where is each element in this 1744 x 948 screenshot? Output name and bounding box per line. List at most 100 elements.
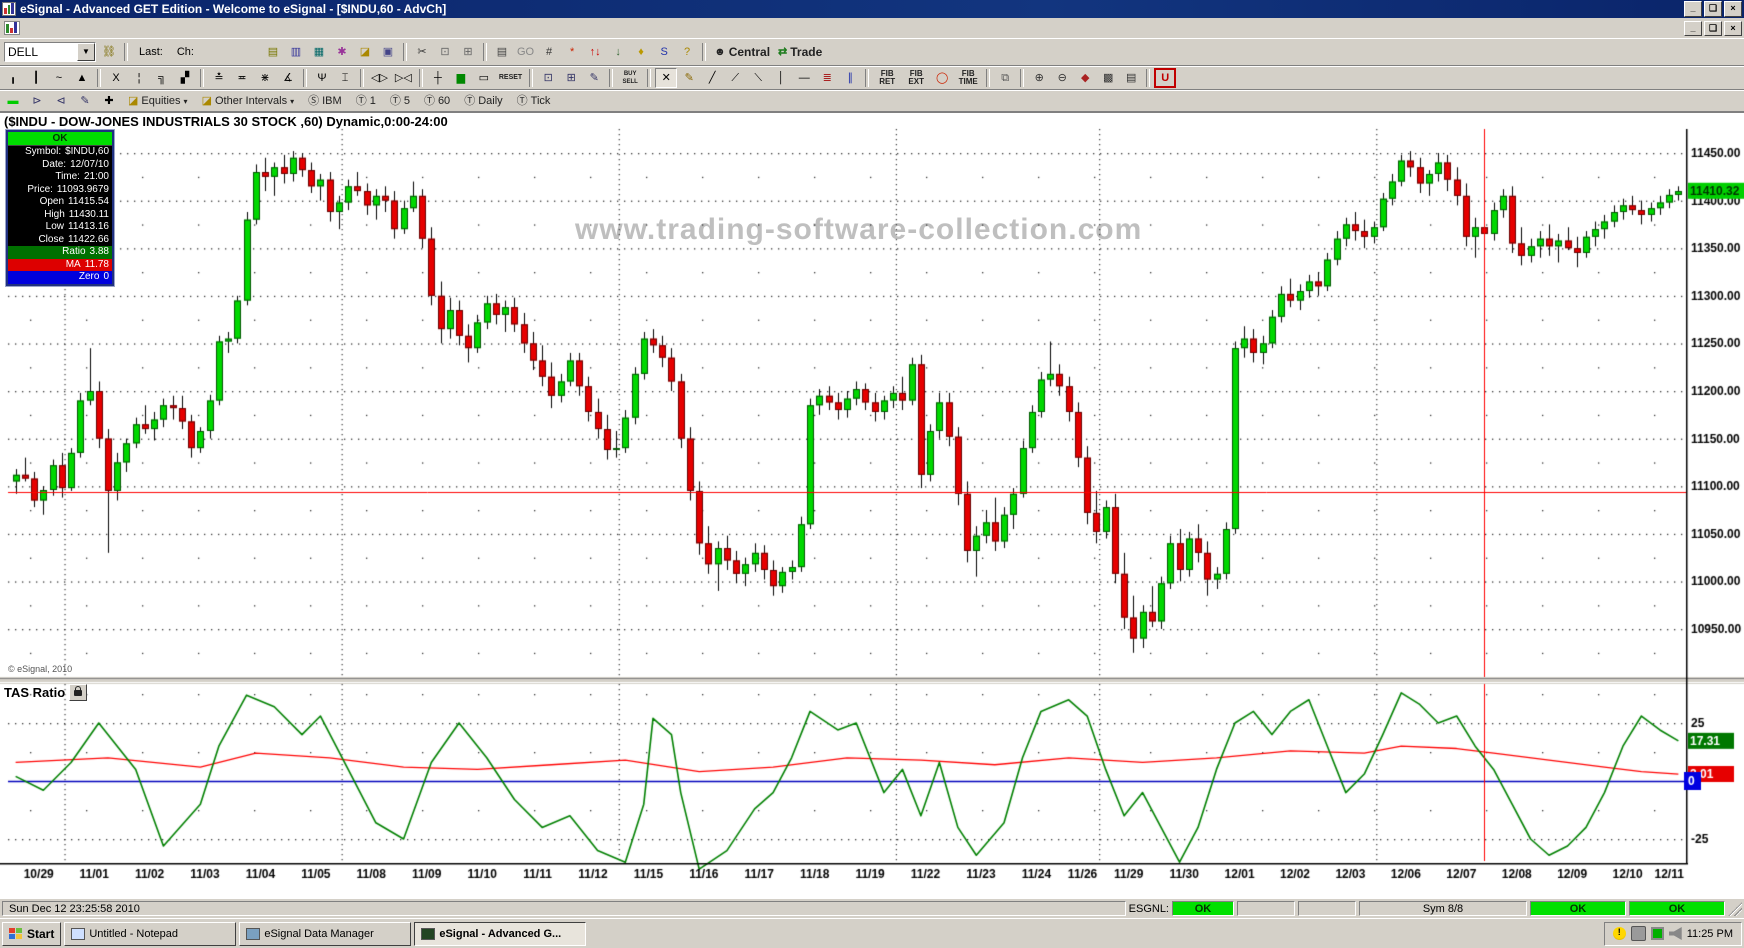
page-copy-button[interactable]: ⊡ (537, 68, 560, 88)
interval-daily-button[interactable]: Ⓣ Daily (458, 91, 509, 111)
paste-button[interactable]: ⊞ (456, 42, 479, 62)
line-style-button[interactable]: ~ (48, 68, 70, 88)
mountain-style-button[interactable]: ▲ (71, 68, 93, 88)
print-button[interactable]: ▤ (490, 42, 513, 62)
equities-folder-button[interactable]: ◪ Equities ▾ (122, 91, 194, 111)
bar-style-button[interactable]: ╻ (2, 68, 24, 88)
reset-button[interactable]: RESET (495, 68, 526, 88)
candle-style-button[interactable]: ┃ (25, 68, 47, 88)
hot-list-button[interactable]: * (561, 42, 584, 62)
task-esignal-advanced-get[interactable]: eSignal - Advanced G... (414, 921, 587, 946)
play-back-button[interactable]: ◁▷ (368, 68, 391, 88)
security-shield-icon[interactable]: ! (1612, 927, 1626, 940)
page-note-button[interactable]: ✎ (583, 68, 606, 88)
play-forward-button[interactable]: ▷◁ (391, 68, 415, 88)
fib-time-button[interactable]: FIB TIME (954, 68, 983, 88)
interval-1-button[interactable]: Ⓣ 1 (349, 91, 382, 111)
fib-ret-button[interactable]: FIB RET (873, 68, 902, 88)
add-plus-button[interactable]: ✚ (98, 91, 120, 111)
median-line-button[interactable]: ⌶ (334, 68, 356, 88)
gann-box-button[interactable]: ≖ (231, 68, 253, 88)
page-edit-button[interactable]: ✎ (74, 91, 96, 111)
page-back-button[interactable]: ⊲ (50, 91, 72, 111)
alert-bell-button[interactable]: ♦ (630, 42, 653, 62)
child-minimize-icon[interactable]: _ (1684, 20, 1702, 36)
task-notepad[interactable]: Untitled - Notepad (64, 921, 237, 946)
gann-grid-button[interactable]: ≛ (208, 68, 230, 88)
crosshair-tool-button[interactable]: ┼ (426, 68, 449, 88)
fib-circle-button[interactable]: ◯ (931, 68, 954, 88)
line-break-style-button[interactable]: ¦ (128, 68, 150, 88)
copy-button[interactable]: ⊡ (433, 42, 456, 62)
link-symbol-button[interactable]: ⛓ (98, 42, 120, 62)
expert-bars-button[interactable]: ▭ (472, 68, 495, 88)
renko-style-button[interactable]: ▞ (174, 68, 196, 88)
close-icon[interactable]: × (1724, 1, 1742, 17)
page-paste-button[interactable]: ⊞ (560, 68, 583, 88)
context-help-button[interactable]: ? (676, 42, 699, 62)
cursor-data-window[interactable]: OK Symbol: $INDU,60 Date: 12/07/10 Time: 21:00… (5, 129, 115, 287)
network-monitor-icon[interactable] (1650, 927, 1664, 940)
xo-style-button[interactable]: X (105, 68, 127, 88)
other-intervals-folder-button[interactable]: ◪ Other Intervals ▾ (195, 91, 301, 111)
copy-window-button[interactable]: ⧉ (994, 68, 1017, 88)
chevron-down-icon[interactable]: ▼ (77, 43, 95, 61)
vertical-line-button[interactable]: │ (770, 68, 793, 88)
sort-down-button[interactable]: ↓ (607, 42, 630, 62)
resize-grip[interactable] (1728, 901, 1742, 916)
trendline-ray-button[interactable]: ⟍ (747, 68, 770, 88)
gann-angle-button[interactable]: ∡ (277, 68, 299, 88)
task-esignal-data-manager[interactable]: eSignal Data Manager (239, 921, 412, 946)
interval-5-button[interactable]: Ⓣ 5 (383, 91, 416, 111)
interval-tick-button[interactable]: Ⓣ Tick (510, 91, 557, 111)
quote-board-button[interactable]: # (538, 42, 561, 62)
lock-icon[interactable] (69, 684, 88, 701)
trendline-button[interactable]: ╱ (701, 68, 724, 88)
symbol-search-button[interactable]: S (653, 42, 676, 62)
gift-button[interactable]: ✱ (330, 42, 353, 62)
page-forward-button[interactable]: ⊳ (26, 91, 48, 111)
symbol-ibm-button[interactable]: Ⓢ IBM (302, 91, 348, 111)
cut-button[interactable]: ✂ (410, 42, 433, 62)
chart-template-button[interactable]: ▦ (307, 42, 330, 62)
start-button[interactable]: Start (2, 921, 62, 946)
child-close-icon[interactable]: × (1724, 20, 1742, 36)
fib-ext-button[interactable]: FIB EXT (902, 68, 931, 88)
interval-60-button[interactable]: Ⓣ 60 (417, 91, 457, 111)
save-button[interactable]: ▣ (376, 42, 399, 62)
central-button[interactable]: ☻ Central (711, 42, 774, 62)
open-folder-button[interactable]: ◪ (353, 42, 376, 62)
horizontal-line-button[interactable]: — (793, 68, 816, 88)
volume-icon[interactable] (1668, 927, 1682, 940)
info-box-row: Ratio 3.88 (8, 246, 112, 259)
u-tool-button[interactable]: U (1154, 68, 1177, 88)
gann-fan-button[interactable]: ⋇ (254, 68, 276, 88)
chart-plot[interactable] (0, 113, 1744, 887)
new-page-button[interactable]: ▤ (261, 42, 284, 62)
grid-pattern-button[interactable]: ▩ (1097, 68, 1120, 88)
updown-arrows-button[interactable]: ↑↓ (584, 42, 607, 62)
pencil-button[interactable]: ✎ (678, 68, 701, 88)
data-window-button[interactable]: ▤ (1120, 68, 1143, 88)
minimize-icon[interactable]: _ (1684, 1, 1702, 17)
pitchfork-button[interactable]: Ψ (311, 68, 333, 88)
color-bars-button[interactable]: ▆ (449, 68, 472, 88)
chart-system-menu-icon[interactable] (4, 21, 20, 35)
eraser-button[interactable]: ◆ (1074, 68, 1097, 88)
go-button[interactable]: GO (513, 42, 538, 62)
delete-line-button[interactable]: ✕ (655, 68, 678, 88)
link-ok-button[interactable]: ▬ (2, 91, 24, 111)
trade-button[interactable]: ⇄ Trade (775, 42, 826, 62)
camera-icon[interactable] (1630, 926, 1646, 941)
restore-icon[interactable]: ❏ (1704, 1, 1722, 17)
fan-lines-button[interactable]: ≣ (816, 68, 839, 88)
zoom-in-button[interactable]: ⊕ (1028, 68, 1051, 88)
child-restore-icon[interactable]: ❏ (1704, 20, 1722, 36)
symbol-combo[interactable]: DELL ▼ (4, 42, 96, 62)
trendline-seg-button[interactable]: ⟋ (724, 68, 747, 88)
zoom-out-button[interactable]: ⊖ (1051, 68, 1074, 88)
kagi-style-button[interactable]: ╗ (151, 68, 173, 88)
parallel-lines-button[interactable]: ∥ (839, 68, 862, 88)
buy-sell-button[interactable]: BUY SELL (617, 68, 644, 88)
new-chart-button[interactable]: ▥ (284, 42, 307, 62)
